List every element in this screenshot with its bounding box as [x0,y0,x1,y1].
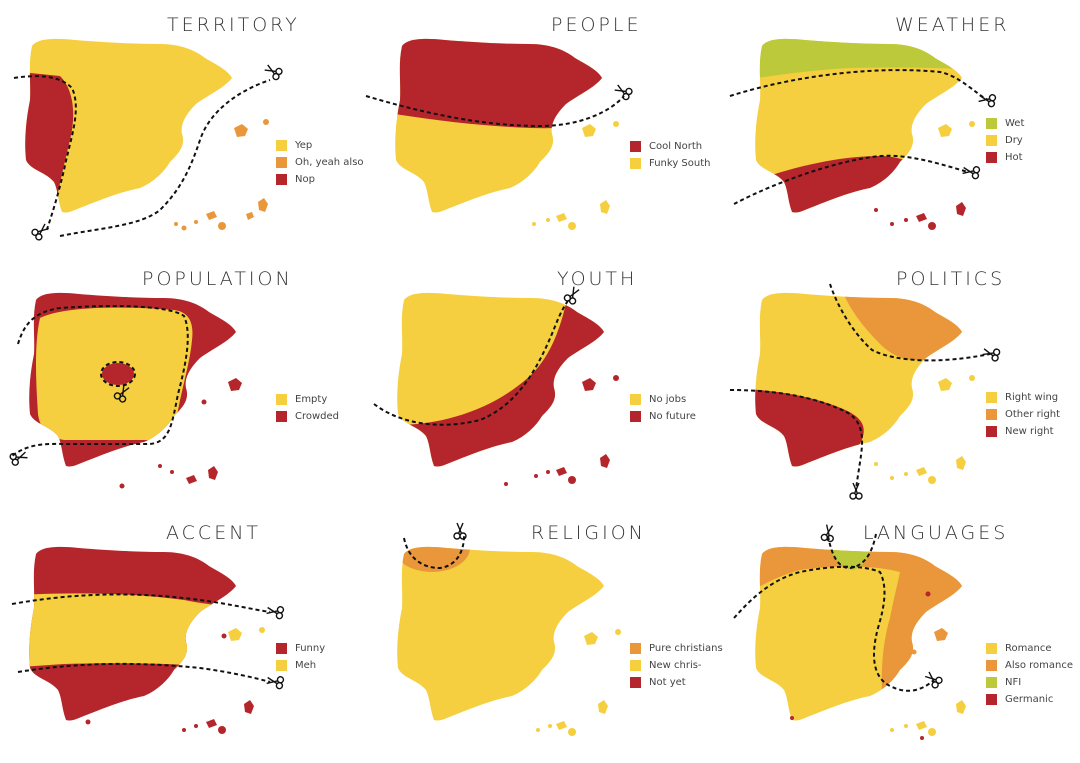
legend-label: Romance [1005,643,1052,654]
panel-title: YOUTH [557,268,638,290]
spain-map [729,283,1002,500]
panel-title: LANGUAGES [863,522,1009,544]
map-panel-languages: LANGUAGES Romance Also romance [720,508,1080,762]
legend-label: No jobs [649,394,687,405]
spain-map [733,523,966,740]
legend-item: NFI [986,674,1073,691]
legend-item: New chris- [630,657,723,674]
legend-item: Nop [276,171,364,188]
legend-swatch [986,677,997,688]
panel-title: POLITICS [896,268,1006,290]
legend-swatch [276,643,287,654]
map-panel-weather: WEATHER Wet Dry Hot [720,0,1080,254]
legend-item: Funky South [630,155,710,172]
legend-item: No future [630,408,696,425]
legend-label: Dry [1005,135,1023,146]
legend-swatch [986,660,997,671]
spain-map [11,546,285,734]
legend-label: Empty [295,394,328,405]
legend-label: Pure christians [649,643,723,654]
spain-map [13,38,284,242]
legend-item: Wet [986,115,1024,132]
map-panel-religion: RELIGION Pure christians New chris- Not … [360,508,723,762]
map-panel-people: PEOPLE Cool North Funky South [360,0,720,254]
legend-label: Hot [1005,152,1023,163]
panel-title: POPULATION [142,268,293,290]
legend-item: No jobs [630,391,696,408]
legend-item: Crowded [276,408,339,425]
legend-label: Right wing [1005,392,1059,403]
legend-item: Yep [276,137,364,154]
legend-swatch [276,660,287,671]
legend-label: No future [649,411,696,422]
legend-item: Not yet [630,674,723,691]
legend-swatch [276,157,287,168]
legend-item: Dry [986,132,1024,149]
legend-swatch [986,392,997,403]
legend-swatch [986,409,997,420]
legend-swatch [986,426,997,437]
legend-swatch [630,394,641,405]
legend-swatch [630,643,641,654]
legend-swatch [630,158,641,169]
legend-label: Nop [295,174,315,185]
spain-map [8,292,242,489]
legend-swatch [986,694,997,705]
map-panel-politics: POLITICS Right wing Other right New righ… [720,254,1080,508]
map-panel-population: POPULATION Empty Crowded [0,254,360,508]
legend-label: Also romance [1005,660,1073,671]
spain-map [365,38,634,230]
legend-item: Empty [276,391,339,408]
legend-label: Meh [295,660,317,671]
legend-swatch [630,660,641,671]
legend-swatch [630,141,641,152]
legend-swatch [276,411,287,422]
legend-swatch [276,394,287,405]
legend-swatch [630,677,641,688]
legend-label: NFI [1005,677,1022,688]
legend-label: Funny [295,643,326,654]
legend-swatch [986,118,997,129]
legend-item: Hot [986,149,1024,166]
map-panel-territory: TERRITORY Yep Oh, yeah also Nop [0,0,364,254]
panel-title: RELIGION [531,522,646,544]
legend-label: Other right [1005,409,1061,420]
legend-label: Cool North [649,141,703,152]
legend-swatch [986,152,997,163]
legend-swatch [986,135,997,146]
spain-map [397,522,621,736]
legend-item: Right wing [986,389,1060,406]
legend-label: Funky South [649,158,711,169]
legend-swatch [276,174,287,185]
legend-label: Crowded [295,411,340,422]
panel-title: TERRITORY [167,14,300,36]
legend-swatch [986,643,997,654]
legend-label: Oh, yeah also [295,157,364,168]
legend-swatch [276,140,287,151]
legend-item: Pure christians [630,640,723,657]
legend-item: Also romance [986,657,1073,674]
map-panel-youth: YOUTH No jobs No future [360,254,720,508]
spain-map [373,284,619,486]
legend-label: Not yet [649,677,686,688]
legend-label: Germanic [1005,694,1054,705]
legend-item: Other right [986,406,1060,423]
legend-label: Yep [295,140,313,151]
legend-item: Funny [276,640,325,657]
legend-item: Germanic [986,691,1073,708]
panel-title: PEOPLE [551,14,642,36]
legend-label: New right [1005,426,1054,437]
legend-item: Cool North [630,138,710,155]
legend-item: Romance [986,640,1073,657]
panel-title: WEATHER [895,14,1010,36]
legend-swatch [630,411,641,422]
spain-map [729,38,997,230]
legend-label: Wet [1005,118,1025,129]
map-panel-accent: ACCENT Funny Meh [0,508,360,762]
legend-label: New chris- [649,660,702,671]
legend-item: New right [986,423,1060,440]
legend-item: Oh, yeah also [276,154,364,171]
panel-title: ACCENT [166,522,262,544]
legend-item: Meh [276,657,325,674]
